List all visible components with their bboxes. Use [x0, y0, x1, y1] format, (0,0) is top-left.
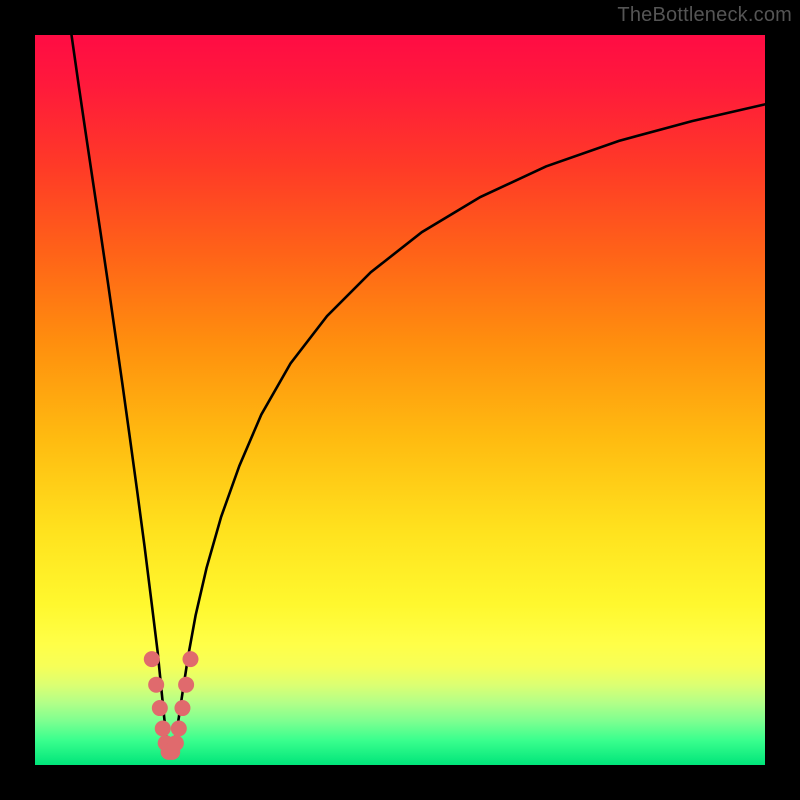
- watermark-text: TheBottleneck.com: [617, 4, 792, 27]
- notch-marker: [168, 735, 184, 751]
- notch-marker: [152, 700, 168, 716]
- notch-marker: [148, 677, 164, 693]
- notch-marker: [155, 721, 171, 737]
- notch-marker: [174, 700, 190, 716]
- curve-layer: [35, 35, 765, 765]
- notch-marker: [171, 721, 187, 737]
- notch-marker: [178, 677, 194, 693]
- curve-left-branch: [72, 35, 171, 758]
- curve-right-branch: [170, 104, 765, 757]
- plot-area: [35, 35, 765, 765]
- notch-marker: [144, 651, 160, 667]
- chart-container: TheBottleneck.com: [0, 0, 800, 800]
- notch-marker: [182, 651, 198, 667]
- notch-marker-cluster: [144, 651, 199, 760]
